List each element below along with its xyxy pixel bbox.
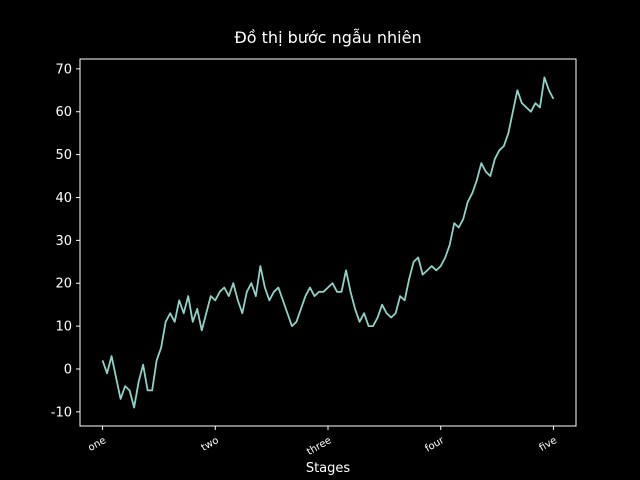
x-tick-label: five — [538, 435, 559, 454]
y-tick-label: 50 — [55, 148, 72, 163]
x-tick-label: three — [305, 435, 333, 458]
y-tick-label: 0 — [64, 362, 72, 377]
chart-title: Đồ thị bước ngẫu nhiên — [234, 28, 421, 47]
x-axis-label: Stages — [306, 461, 351, 476]
y-tick-label: 20 — [55, 277, 72, 292]
y-tick-label: 60 — [55, 105, 72, 120]
x-tick-label: one — [86, 435, 108, 454]
y-tick-label: 10 — [55, 320, 72, 335]
y-tick-label: 40 — [55, 191, 72, 206]
y-tick-label: -10 — [51, 405, 72, 420]
x-tick-label: four — [423, 435, 447, 455]
data-line — [101, 76, 555, 409]
y-tick-label: 30 — [55, 234, 72, 249]
x-tick-label: two — [199, 435, 220, 454]
y-tick-label: 70 — [55, 62, 72, 77]
